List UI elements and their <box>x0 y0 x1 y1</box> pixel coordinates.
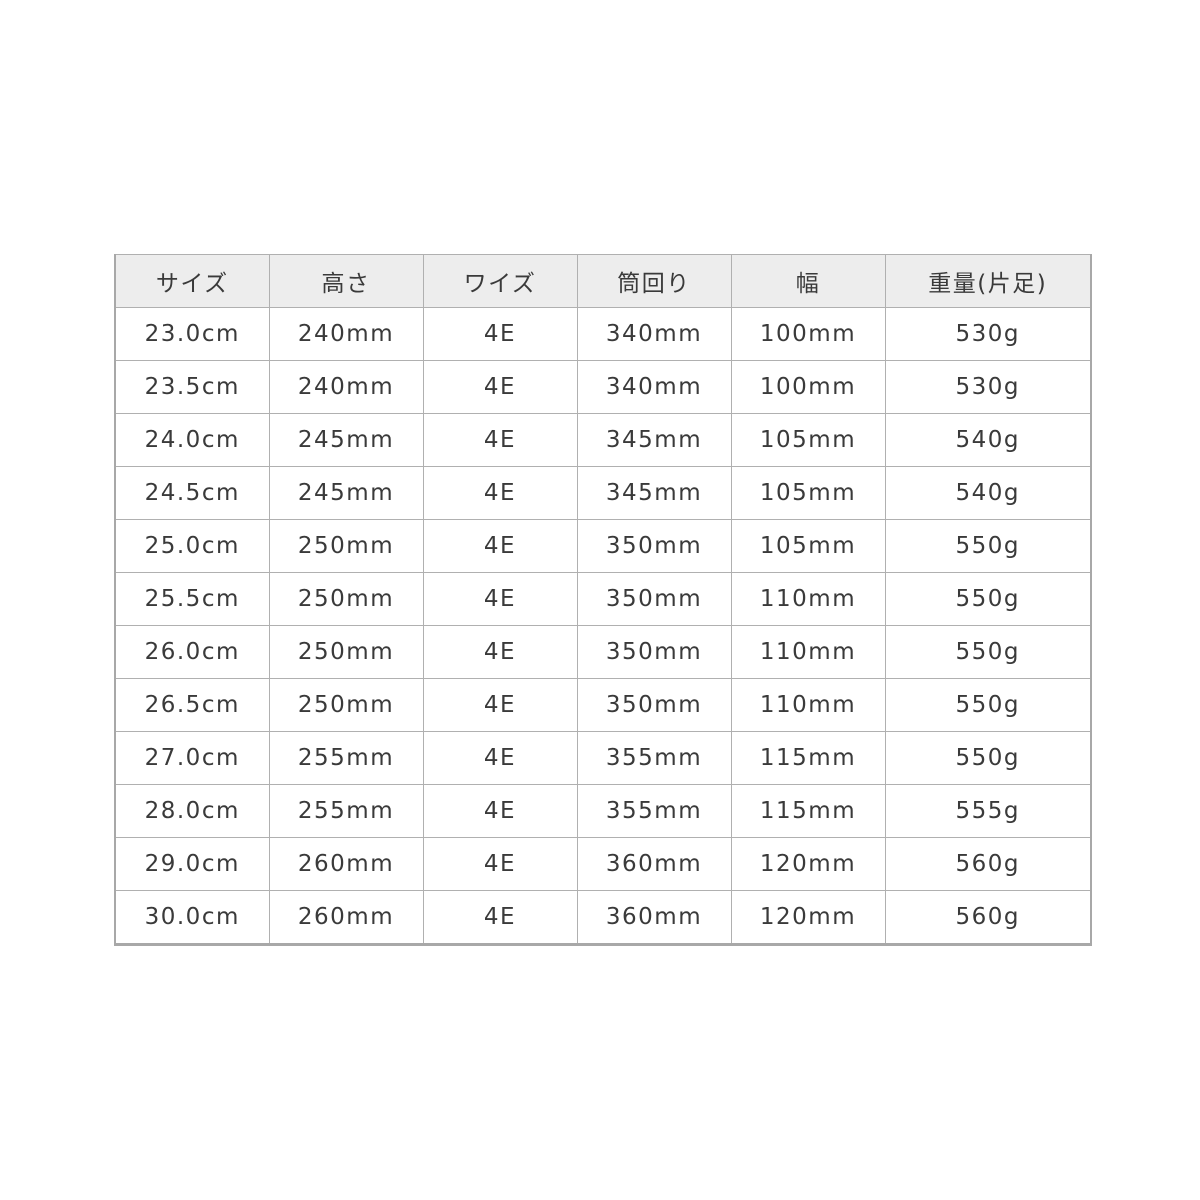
table-cell: 355mm <box>576 731 732 785</box>
table-cell: 255mm <box>268 784 424 838</box>
table-row: 23.5cm 240mm 4E 340mm 100mm 530g <box>114 360 1092 414</box>
table-cell: 350mm <box>576 625 732 679</box>
table-cell: 120mm <box>730 837 886 891</box>
table-cell: 100mm <box>730 360 886 414</box>
table-cell: 29.0cm <box>114 837 270 891</box>
header-row: サイズ 高さ ワイズ 筒回り幅重量(片足) <box>114 254 1092 308</box>
table-cell: 350mm <box>576 572 732 626</box>
table-cell: 100mm <box>730 307 886 361</box>
table-cell: 550g <box>884 625 1092 679</box>
table-cell: 360mm <box>576 890 732 945</box>
table-row: 24.5cm 245mm 4E 345mm 105mm 540g <box>114 466 1092 520</box>
table-row: 28.0cm 255mm 4E 355mm 115mm 555g <box>114 784 1092 838</box>
table-cell: 4E <box>422 466 578 520</box>
table-cell: 110mm <box>730 678 886 732</box>
column-header: 幅 <box>730 254 886 308</box>
table-cell: 550g <box>884 678 1092 732</box>
size-table: サイズ 高さ ワイズ 筒回り幅重量(片足) 23.0cm 240mm 4E 340mm 100… <box>114 254 1092 946</box>
table-cell: 550g <box>884 731 1092 785</box>
table-row: 29.0cm 260mm 4E 360mm 120mm 560g <box>114 837 1092 891</box>
table-cell: 540g <box>884 466 1092 520</box>
table-cell: 355mm <box>576 784 732 838</box>
column-header: ワイズ <box>422 254 578 308</box>
table-cell: 120mm <box>730 890 886 945</box>
table-cell: 4E <box>422 519 578 573</box>
table-cell: 110mm <box>730 625 886 679</box>
column-header: 重量(片足) <box>884 254 1092 308</box>
table-cell: 4E <box>422 625 578 679</box>
column-header: 筒回り <box>576 254 732 308</box>
table-cell: 25.5cm <box>114 572 270 626</box>
table-cell: 340mm <box>576 360 732 414</box>
table-row: 26.0cm 250mm 4E 350mm 110mm 550g <box>114 625 1092 679</box>
table-cell: 360mm <box>576 837 732 891</box>
table-cell: 4E <box>422 572 578 626</box>
table-cell: 26.0cm <box>114 625 270 679</box>
table-cell: 560g <box>884 837 1092 891</box>
table-cell: 24.5cm <box>114 466 270 520</box>
table-cell: 260mm <box>268 890 424 945</box>
table-cell: 105mm <box>730 466 886 520</box>
table-row: 30.0cm 260mm 4E 360mm 120mm 560g <box>114 890 1092 945</box>
table-cell: 4E <box>422 890 578 945</box>
table-cell: 26.5cm <box>114 678 270 732</box>
column-header: 高さ <box>268 254 424 308</box>
table-cell: 4E <box>422 360 578 414</box>
table-cell: 245mm <box>268 466 424 520</box>
table-cell: 250mm <box>268 519 424 573</box>
table-cell: 260mm <box>268 837 424 891</box>
table-cell: 4E <box>422 678 578 732</box>
table-cell: 530g <box>884 360 1092 414</box>
table-cell: 4E <box>422 413 578 467</box>
table-cell: 550g <box>884 572 1092 626</box>
table-cell: 350mm <box>576 519 732 573</box>
table-cell: 23.5cm <box>114 360 270 414</box>
table-cell: 115mm <box>730 784 886 838</box>
table-cell: 345mm <box>576 413 732 467</box>
table-cell: 250mm <box>268 572 424 626</box>
table-cell: 245mm <box>268 413 424 467</box>
table-row: 24.0cm 245mm 4E 345mm 105mm 540g <box>114 413 1092 467</box>
table-cell: 105mm <box>730 519 886 573</box>
table-cell: 350mm <box>576 678 732 732</box>
table-cell: 540g <box>884 413 1092 467</box>
table-row: 23.0cm 240mm 4E 340mm 100mm 530g <box>114 307 1092 361</box>
table-cell: 555g <box>884 784 1092 838</box>
table-row: 27.0cm 255mm 4E 355mm 115mm 550g <box>114 731 1092 785</box>
column-header: サイズ <box>114 254 270 308</box>
table-cell: 250mm <box>268 678 424 732</box>
table-cell: 105mm <box>730 413 886 467</box>
table-cell: 530g <box>884 307 1092 361</box>
table-row: 25.0cm 250mm 4E 350mm 105mm 550g <box>114 519 1092 573</box>
table-cell: 240mm <box>268 307 424 361</box>
table-cell: 4E <box>422 837 578 891</box>
table-cell: 345mm <box>576 466 732 520</box>
table-cell: 28.0cm <box>114 784 270 838</box>
table-cell: 550g <box>884 519 1092 573</box>
table-cell: 23.0cm <box>114 307 270 361</box>
table-cell: 4E <box>422 731 578 785</box>
table-row: 26.5cm 250mm 4E 350mm 110mm 550g <box>114 678 1092 732</box>
table-cell: 340mm <box>576 307 732 361</box>
table-cell: 4E <box>422 307 578 361</box>
table-cell: 4E <box>422 784 578 838</box>
table-row: 25.5cm 250mm 4E 350mm 110mm 550g <box>114 572 1092 626</box>
table-cell: 110mm <box>730 572 886 626</box>
table-cell: 24.0cm <box>114 413 270 467</box>
table-cell: 250mm <box>268 625 424 679</box>
table-cell: 240mm <box>268 360 424 414</box>
table-cell: 30.0cm <box>114 890 270 945</box>
table-cell: 27.0cm <box>114 731 270 785</box>
table-cell: 560g <box>884 890 1092 945</box>
table-cell: 115mm <box>730 731 886 785</box>
table-cell: 255mm <box>268 731 424 785</box>
table-cell: 25.0cm <box>114 519 270 573</box>
